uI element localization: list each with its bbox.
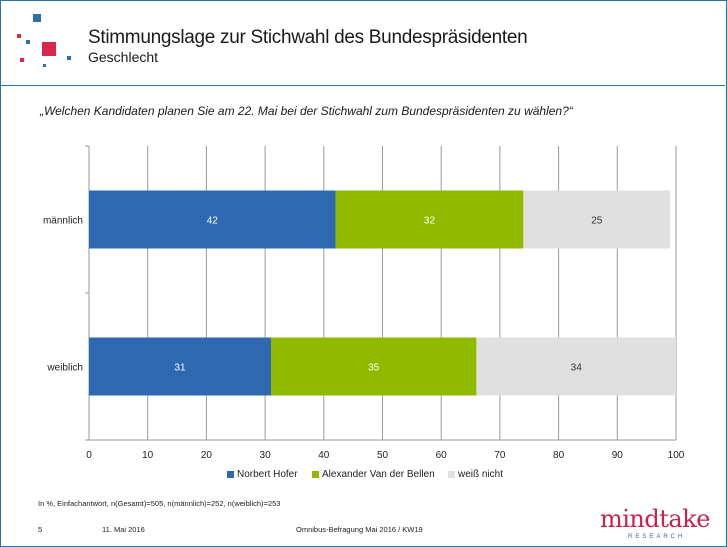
logo-square-red-tiny: [20, 58, 24, 62]
bar-value-label-1-0: 31: [174, 363, 186, 374]
category-label-1: weiblich: [46, 363, 83, 374]
legend-item-vanderbellen: Alexander Van der Bellen: [312, 469, 435, 480]
chart-x-tick-labels: 0 10 20 30 40 50 60 70 80 90 100: [86, 450, 685, 461]
legend-swatch-hofer: [227, 471, 234, 478]
bar-0-1: [335, 190, 524, 249]
chart-bars: 42 32 25 31 35 34: [89, 190, 676, 396]
x-tick-label-40: 40: [318, 450, 330, 461]
logo-square-blue-tiny: [43, 64, 46, 67]
x-tick-label-60: 60: [436, 450, 448, 461]
page-subtitle: Geschlecht: [88, 49, 159, 65]
bar-0-2: [523, 190, 671, 249]
chart-category-labels: männlich weiblich: [43, 216, 83, 374]
x-tick-label-0: 0: [86, 450, 92, 461]
bar-1-2: [476, 337, 676, 396]
logo-square-red-small: [17, 34, 21, 38]
x-tick-label-100: 100: [668, 450, 685, 461]
bar-value-label-0-1: 32: [424, 216, 436, 227]
bar-value-label-1-2: 34: [571, 363, 583, 374]
page-title: Stimmungslage zur Stichwahl des Bundespr…: [88, 27, 528, 48]
footer-date: 11. Mai 2016: [102, 525, 145, 534]
x-tick-label-10: 10: [142, 450, 154, 461]
header-divider: [0, 85, 725, 86]
bar-value-label-0-0: 42: [207, 216, 219, 227]
bar-1-1: [270, 337, 477, 396]
stacked-bar-chart: 42 32 25 31 35 34 männlich weiblich 0 10 20 30 40 5…: [43, 145, 685, 461]
bar-0-0: [89, 190, 336, 249]
bar-value-label-0-2: 25: [591, 216, 603, 227]
x-tick-label-90: 90: [612, 450, 624, 461]
legend-swatch-vanderbellen: [312, 471, 319, 478]
x-tick-label-80: 80: [553, 450, 565, 461]
x-tick-label-20: 20: [201, 450, 213, 461]
brand-name: mindtake: [600, 505, 710, 533]
legend-label-vanderbellen: Alexander Van der Bellen: [322, 469, 435, 480]
survey-question: „Welchen Kandidaten planen Sie am 22. Ma…: [40, 104, 573, 118]
logo-square-blue-large: [33, 14, 41, 22]
legend-item-weiss-nicht: weiß nicht: [448, 469, 503, 480]
logo-square-blue-mid: [67, 56, 71, 60]
company-logo: [16, 14, 76, 70]
legend-label-weiss-nicht: weiß nicht: [458, 469, 504, 480]
legend-swatch-weiss-nicht: [448, 471, 455, 478]
brand-tagline: RESEARCH: [628, 534, 686, 540]
footer-page-number: 5: [38, 525, 43, 534]
bar-value-label-1-1: 35: [368, 363, 380, 374]
legend-item-hofer: Norbert Hofer: [227, 469, 298, 480]
x-tick-label-30: 30: [260, 450, 272, 461]
legend-label-hofer: Norbert Hofer: [237, 469, 298, 480]
chart-footnote: In %, Einfachantwort, n(Gesamt)=505, n(m…: [38, 499, 281, 508]
logo-square-blue-small: [26, 40, 30, 44]
footer-source: Omnibus-Befragung Mai 2016 / KW19: [296, 525, 423, 534]
x-tick-label-70: 70: [494, 450, 506, 461]
bar-1-0: [89, 337, 271, 396]
logo-square-red-large: [42, 42, 56, 56]
brand-logo: mindtake RESEARCH: [600, 505, 720, 541]
chart-gridlines: [85, 145, 677, 441]
x-tick-label-50: 50: [377, 450, 389, 461]
category-label-0: männlich: [43, 216, 83, 227]
